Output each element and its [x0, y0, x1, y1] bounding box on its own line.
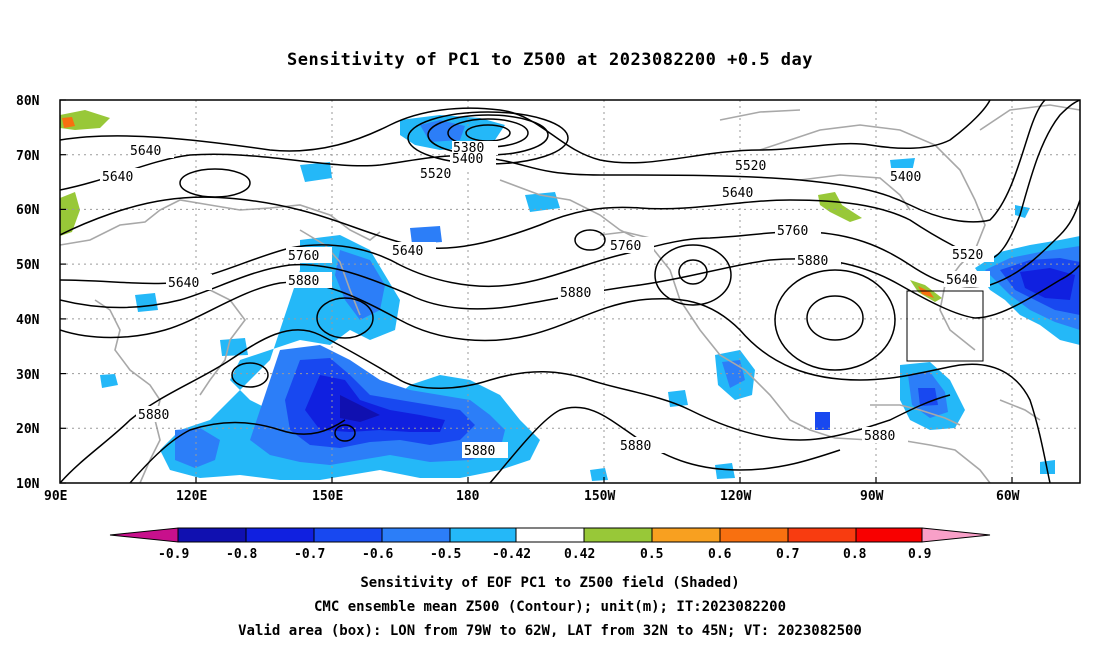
lat-label-80n: 80N	[16, 94, 40, 109]
lat-label-20n: 20N	[16, 422, 40, 437]
colorbar-label: 0.8	[843, 547, 867, 562]
colorbar-label: 0.6	[708, 547, 732, 562]
colorbar-swatch	[109, 527, 179, 543]
shade-negative	[918, 388, 938, 406]
shade-negative	[175, 428, 220, 468]
shade-negative	[300, 162, 332, 182]
contour-label: 5880	[288, 274, 319, 289]
caption-line-1: Sensitivity of EOF PC1 to Z500 field (Sh…	[360, 575, 740, 591]
axis-ticks	[60, 99, 1013, 484]
valid-area-box	[906, 290, 984, 362]
lat-label-70n: 70N	[16, 149, 40, 164]
lon-label-150w: 150W	[584, 489, 615, 504]
lat-label-60n: 60N	[16, 203, 40, 218]
lon-label-90e: 90E	[44, 489, 67, 504]
contour-label: 5640	[130, 144, 161, 159]
colorbar-label: -0.5	[430, 547, 461, 562]
contour-label: 5640	[168, 276, 199, 291]
colorbar-label: -0.6	[362, 547, 393, 562]
colorbar-swatch	[381, 527, 451, 543]
colorbar-swatch	[245, 527, 315, 543]
contour-label: 5880	[464, 444, 495, 459]
colorbar-label: -0.7	[294, 547, 325, 562]
contour-label-group: 5640 5640 5640 5380 5400 5520 5520 5400 …	[100, 141, 994, 459]
contour-label: 5640	[392, 244, 423, 259]
lon-label-180: 180	[456, 489, 480, 504]
shade-positive	[60, 192, 80, 236]
caption-line-2: CMC ensemble mean Z500 (Contour); unit(m…	[313, 599, 786, 615]
shade-negative	[220, 338, 248, 356]
lat-label-10n: 10N	[16, 477, 40, 492]
latitude-labels: 80N 70N 60N 50N 40N 30N 20N 10N	[16, 94, 40, 492]
colorbar-label: -0.9	[158, 547, 189, 562]
sensitivity-shading	[60, 110, 1080, 481]
contour-label: 5880	[620, 439, 651, 454]
colorbar-swatch	[177, 527, 247, 543]
shade-negative	[815, 412, 830, 430]
shade-negative	[100, 374, 118, 388]
contour-label: 5400	[890, 170, 921, 185]
shade-negative	[1020, 268, 1075, 300]
plot-frame	[59, 99, 1081, 484]
colorbar-swatch	[651, 527, 721, 543]
contour-label: 5880	[864, 429, 895, 444]
contour-label: 5520	[735, 159, 766, 174]
contour-label: 5640	[102, 170, 133, 185]
colorbar-swatch	[787, 527, 857, 543]
shade-negative	[715, 463, 735, 479]
contour-label: 5880	[797, 254, 828, 269]
contour-label: 5520	[952, 248, 983, 263]
caption-line-3: Valid area (box): LON from 79W to 62W, L…	[238, 623, 862, 639]
shade-positive	[62, 117, 75, 128]
map-title: Sensitivity of PC1 to Z500 at 2023082200…	[286, 50, 813, 70]
colorbar: -0.9 -0.8 -0.7 -0.6 -0.5 -0.42 0.42 0.5 …	[109, 527, 991, 562]
lon-label-90w: 90W	[860, 489, 884, 504]
colorbar-swatch	[719, 527, 789, 543]
lon-label-120w: 120W	[720, 489, 751, 504]
lon-label-150e: 150E	[312, 489, 343, 504]
contour-label: 5520	[420, 167, 451, 182]
shade-negative	[1015, 205, 1030, 218]
coastlines	[60, 104, 1080, 483]
shade-positive	[918, 286, 934, 298]
colorbar-label: -0.42	[492, 547, 531, 562]
colorbar-label: -0.8	[226, 547, 257, 562]
shade-negative	[340, 395, 380, 422]
contour-label: 5880	[560, 286, 591, 301]
contour-label: 5760	[777, 224, 808, 239]
colorbar-swatch	[449, 527, 517, 543]
colorbar-label: 0.9	[908, 547, 931, 562]
lat-label-30n: 30N	[16, 368, 40, 383]
lon-label-60w: 60W	[996, 489, 1020, 504]
lat-label-40n: 40N	[16, 313, 40, 328]
lon-label-120e: 120E	[176, 489, 207, 504]
lat-label-50n: 50N	[16, 258, 40, 273]
colorbar-swatch	[313, 527, 383, 543]
shade-negative	[410, 226, 442, 244]
colorbar-swatch	[921, 527, 991, 543]
shade-negative	[590, 468, 608, 481]
shade-negative	[1040, 460, 1055, 474]
contour-label: 5400	[452, 152, 483, 167]
colorbar-label: 0.7	[776, 547, 799, 562]
shade-negative	[135, 293, 158, 312]
colorbar-swatch	[583, 527, 653, 543]
contour-label: 5640	[946, 273, 977, 288]
contour-label: 5880	[138, 408, 169, 423]
contour-label: 5640	[722, 186, 753, 201]
colorbar-swatch	[855, 527, 923, 543]
colorbar-label: 0.42	[564, 547, 595, 562]
colorbar-swatch	[515, 527, 585, 543]
colorbar-label: 0.5	[640, 547, 663, 562]
shade-negative	[335, 250, 385, 320]
contour-label: 5760	[288, 249, 319, 264]
contour-label: 5760	[610, 239, 641, 254]
shade-positive	[818, 192, 862, 222]
longitude-labels: 90E 120E 150E 180 150W 120W 90W 60W	[44, 489, 1020, 504]
